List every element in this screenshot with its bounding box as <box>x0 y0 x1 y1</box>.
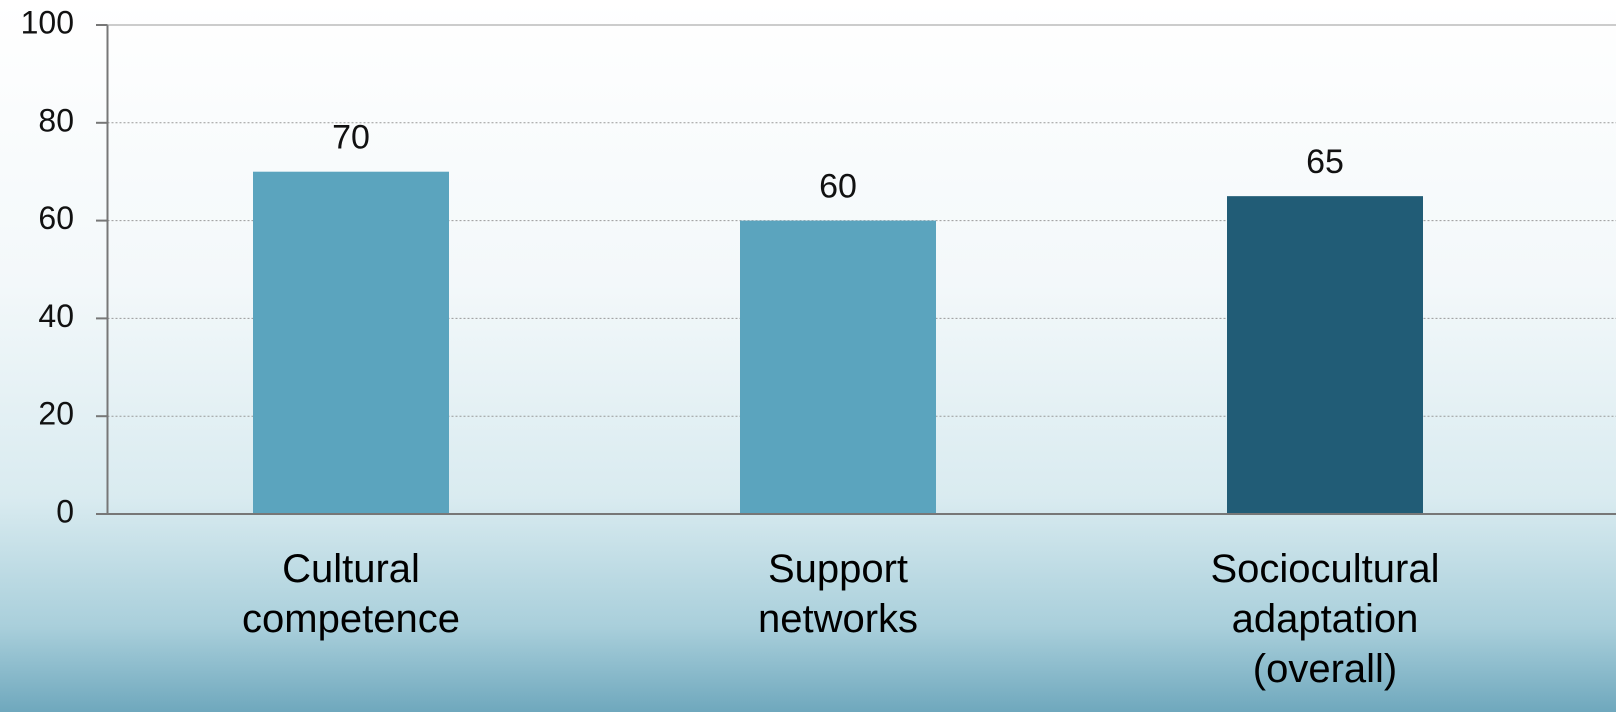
bar <box>1227 196 1423 514</box>
value-label: 70 <box>332 119 370 157</box>
x-tick-label: Cultural competence <box>242 547 460 641</box>
x-tick-label: Support networks <box>757 547 919 641</box>
value-label: 60 <box>819 168 857 206</box>
y-tick-label: 100 <box>21 4 74 40</box>
y-tick-label: 20 <box>38 396 74 432</box>
y-tick-label: 60 <box>38 200 74 236</box>
value-label: 65 <box>1306 143 1344 181</box>
y-tick-label: 80 <box>38 102 74 138</box>
bar <box>740 220 936 514</box>
y-tick-label: 40 <box>38 298 74 334</box>
bar <box>253 171 449 514</box>
x-tick-label: Sociocultural adaptation (overall) <box>1210 547 1440 691</box>
y-tick-label: 0 <box>56 493 74 529</box>
